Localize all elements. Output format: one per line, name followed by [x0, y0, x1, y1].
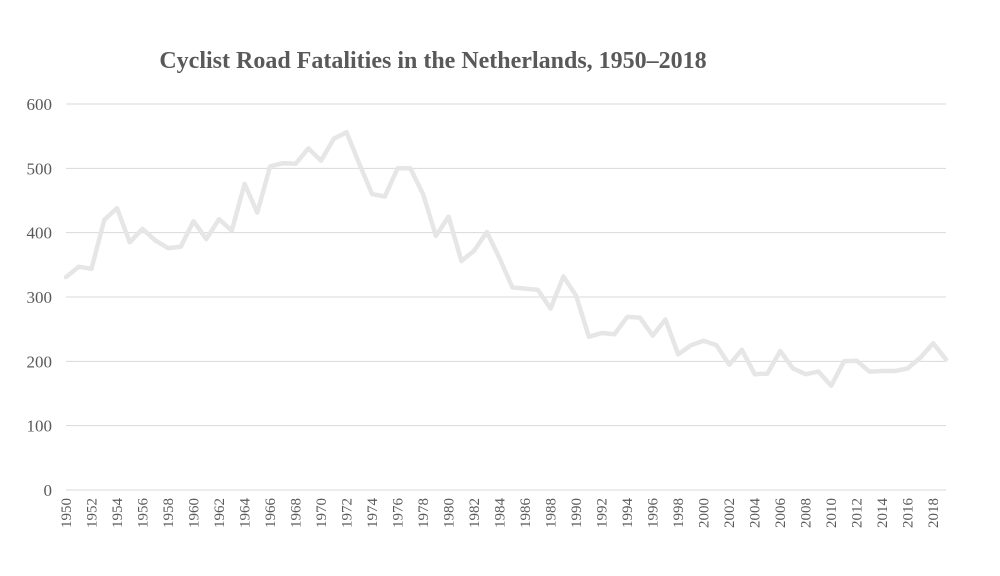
- x-tick-label-1990: 1990: [569, 498, 585, 528]
- x-tick-label-1976: 1976: [391, 498, 407, 529]
- x-tick-label-1968: 1968: [289, 498, 305, 528]
- y-tick-label-400: 400: [27, 224, 53, 243]
- x-tick-label-1992: 1992: [595, 498, 611, 528]
- x-tick-label-1974: 1974: [365, 498, 381, 529]
- x-tick-label-1994: 1994: [620, 498, 636, 529]
- x-tick-label-1964: 1964: [238, 498, 254, 529]
- y-tick-label-600: 600: [27, 95, 53, 114]
- x-tick-label-2012: 2012: [850, 498, 866, 528]
- x-tick-label-1986: 1986: [518, 498, 534, 529]
- x-tick-label-2018: 2018: [926, 498, 942, 528]
- y-tick-label-500: 500: [27, 159, 53, 178]
- y-tick-label-0: 0: [44, 481, 53, 500]
- x-tick-label-2000: 2000: [697, 498, 713, 528]
- x-tick-label-2002: 2002: [722, 498, 738, 528]
- y-tick-label-100: 100: [27, 417, 53, 436]
- x-tick-label-1984: 1984: [493, 498, 509, 529]
- x-tick-label-1962: 1962: [212, 498, 228, 528]
- x-tick-label-1956: 1956: [136, 498, 152, 529]
- x-tick-label-1996: 1996: [646, 498, 662, 529]
- x-tick-label-1998: 1998: [671, 498, 687, 528]
- series-line: [63, 130, 949, 389]
- x-tick-label-1982: 1982: [467, 498, 483, 528]
- x-tick-label-1970: 1970: [314, 498, 330, 528]
- x-tick-label-2010: 2010: [824, 498, 840, 528]
- x-tick-label-2016: 2016: [901, 498, 917, 529]
- x-tick-label-2004: 2004: [748, 498, 764, 529]
- x-tick-label-1958: 1958: [161, 498, 177, 528]
- y-tick-label-200: 200: [27, 352, 53, 371]
- x-tick-label-1980: 1980: [442, 498, 458, 528]
- x-tick-label-1954: 1954: [110, 498, 126, 529]
- x-tick-label-2008: 2008: [799, 498, 815, 528]
- x-tick-label-2014: 2014: [875, 498, 891, 529]
- y-tick-label-300: 300: [27, 288, 53, 307]
- x-tick-label-1988: 1988: [544, 498, 560, 528]
- x-tick-label-1950: 1950: [59, 498, 75, 528]
- x-tick-label-1966: 1966: [263, 498, 279, 529]
- x-tick-label-1972: 1972: [340, 498, 356, 528]
- x-tick-label-1960: 1960: [187, 498, 203, 528]
- x-tick-label-2006: 2006: [773, 498, 789, 529]
- chart-title: Cyclist Road Fatalities in the Netherlan…: [159, 48, 707, 74]
- x-tick-label-1952: 1952: [85, 498, 101, 528]
- x-tick-label-1978: 1978: [416, 498, 432, 528]
